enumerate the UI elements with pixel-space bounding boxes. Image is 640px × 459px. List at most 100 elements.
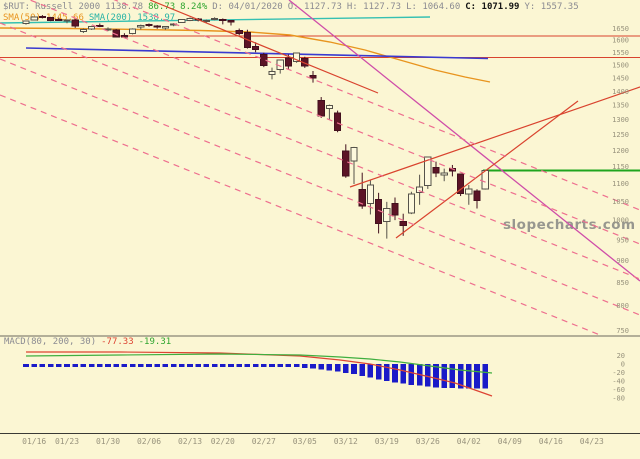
candle[interactable] [178,18,186,24]
candle[interactable] [55,17,63,21]
dashed-channel-line-5[interactable] [0,94,640,351]
candle[interactable] [309,70,317,83]
close-value: C: 1071.99 [465,2,520,12]
macd-histogram-bar [392,364,398,383]
macd-histogram-bar [113,364,119,367]
low-value: L: 1064.60 [406,2,461,12]
candle[interactable] [88,25,96,30]
macd-histogram-bar [129,364,136,367]
macd-histogram-bar [343,364,349,373]
price-tick-label: 750 [616,327,629,335]
candle[interactable] [358,172,366,209]
macd-histogram-bar [277,364,283,367]
macd-histogram-bar [64,364,70,367]
candle[interactable] [227,20,235,26]
candle[interactable] [186,17,194,22]
candle[interactable] [47,16,55,22]
rising-wedge-lower[interactable] [395,100,579,239]
candle[interactable] [391,197,399,221]
date-tick-label: 02/20 [211,437,235,446]
candle[interactable] [448,164,456,177]
macd-histogram-bar [187,364,193,367]
candle[interactable] [350,146,358,184]
candle[interactable] [440,168,448,182]
macd-histogram-bar [474,364,480,389]
candle[interactable] [457,173,465,197]
candle[interactable] [38,15,46,19]
candle[interactable] [71,18,79,28]
price-tick-label: 1000 [612,217,629,225]
macd-histogram-bar [318,364,324,370]
candle[interactable] [30,16,38,21]
macd-histogram-bar [80,364,87,367]
candle[interactable] [293,52,301,63]
last-price: 1138.78 [105,2,144,12]
axis-labels: 1650 1600 1550 1500 1450 1400 1350 1300 1250 1200… [22,25,629,446]
date-tick-label: 02/13 [178,437,202,446]
candle[interactable] [96,23,104,28]
macd-histogram-bar [138,364,144,367]
candle[interactable] [317,97,325,118]
candle[interactable] [161,25,170,30]
macd-histogram-bar [375,364,382,380]
dashed-channel-line-3[interactable] [0,22,640,280]
candle[interactable] [416,174,424,205]
candle[interactable] [342,144,350,178]
macd-histogram-bar [457,364,464,389]
sma200-value: 1538.97 [137,13,176,23]
candle[interactable] [129,28,137,35]
date-tick-label: 02/06 [137,437,161,446]
macd-histogram-bar [39,364,46,367]
candle[interactable] [22,20,30,25]
macd-histogram-bar [97,364,103,367]
macd-legend: MACD(80, 200, 30) -77.33 -19.31 [4,337,171,347]
macd-histogram-bar [261,364,267,367]
date-tick-label: 01/16 [22,437,46,446]
macd-histogram-bar [146,364,152,367]
high-value: H: 1127.73 [346,2,402,12]
candle[interactable] [268,67,276,80]
sma50-line [0,27,491,83]
candle[interactable] [252,42,260,53]
macd-histogram-bar [359,364,365,376]
candle[interactable] [235,28,243,36]
candle[interactable] [407,191,415,215]
candle[interactable] [104,27,112,32]
steep-downtrend-line[interactable] [288,0,640,282]
candle[interactable] [153,25,161,29]
macd-tick-label: 20 [617,352,625,360]
candle[interactable] [137,24,145,30]
symbol-name: Russell 2000 [35,2,101,12]
candle[interactable] [260,52,268,68]
candle[interactable] [120,33,129,38]
dashed-channel-line-1[interactable] [0,0,640,211]
rising-wedge-upper[interactable] [349,86,640,188]
macd-histogram-bar [334,364,341,372]
candle[interactable] [432,161,440,178]
macd-histogram-bar [162,364,169,367]
candle[interactable] [79,28,88,33]
candle[interactable] [375,192,383,234]
date-tick-label: 03/26 [416,437,440,446]
macd-histogram-bar [310,364,316,369]
candle[interactable] [383,201,391,239]
candle[interactable] [325,104,333,120]
descending-trendline[interactable] [149,0,379,94]
candle[interactable] [366,179,374,215]
candle[interactable] [145,23,153,27]
candle[interactable] [334,110,342,133]
candle[interactable] [211,17,219,21]
candle[interactable] [219,18,227,25]
sma50-label: SMA(50) [3,13,41,23]
candle[interactable] [424,156,432,189]
dashed-channel-line-2[interactable] [0,0,640,245]
candle[interactable] [473,189,481,209]
price-tick-label: 800 [616,302,629,310]
date-tick-label: 03/12 [334,437,358,446]
dashed-channel-line-4[interactable] [0,58,640,316]
macd-histogram-bar [449,364,456,389]
candle[interactable] [465,185,473,205]
macd-histogram-bar [482,364,488,389]
candle[interactable] [63,19,71,24]
